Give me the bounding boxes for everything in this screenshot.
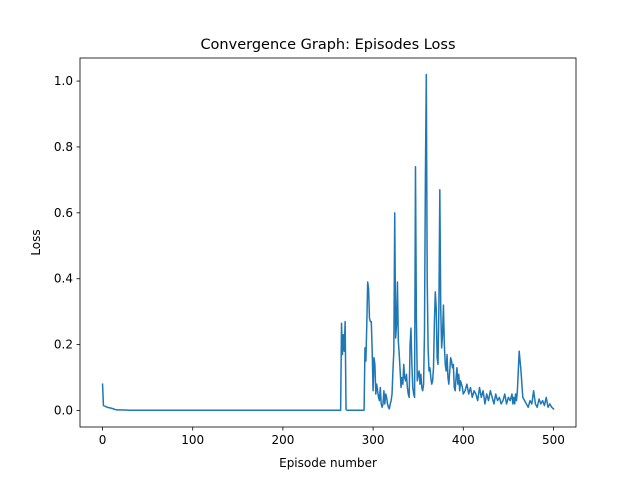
x-axis-label: Episode number: [279, 456, 377, 470]
axes-frame: [79, 57, 577, 428]
y-axis-ticks: 0.0 0.2 0.4 0.6 0.8 1.0: [54, 74, 80, 418]
x-tick-label: 400: [452, 433, 475, 447]
y-axis-label: Loss: [29, 229, 43, 255]
x-tick-label: 300: [362, 433, 385, 447]
x-tick-label: 200: [271, 433, 294, 447]
y-tick-label: 0.2: [54, 338, 73, 352]
x-tick-label: 100: [181, 433, 204, 447]
series-line-0: [101, 73, 555, 411]
y-tick-label: 0.6: [54, 206, 73, 220]
y-tick-label: 0.0: [54, 404, 73, 418]
x-axis-ticks: 0 100 200 300 400 500: [99, 427, 565, 447]
x-tick-label: 500: [542, 433, 565, 447]
y-tick-label: 1.0: [54, 74, 73, 88]
plot-lines: [101, 73, 555, 411]
y-tick-label: 0.4: [54, 272, 73, 286]
x-tick-label: 0: [99, 433, 107, 447]
y-tick-label: 0.8: [54, 140, 73, 154]
chart-title: Convergence Graph: Episodes Loss: [200, 37, 455, 53]
